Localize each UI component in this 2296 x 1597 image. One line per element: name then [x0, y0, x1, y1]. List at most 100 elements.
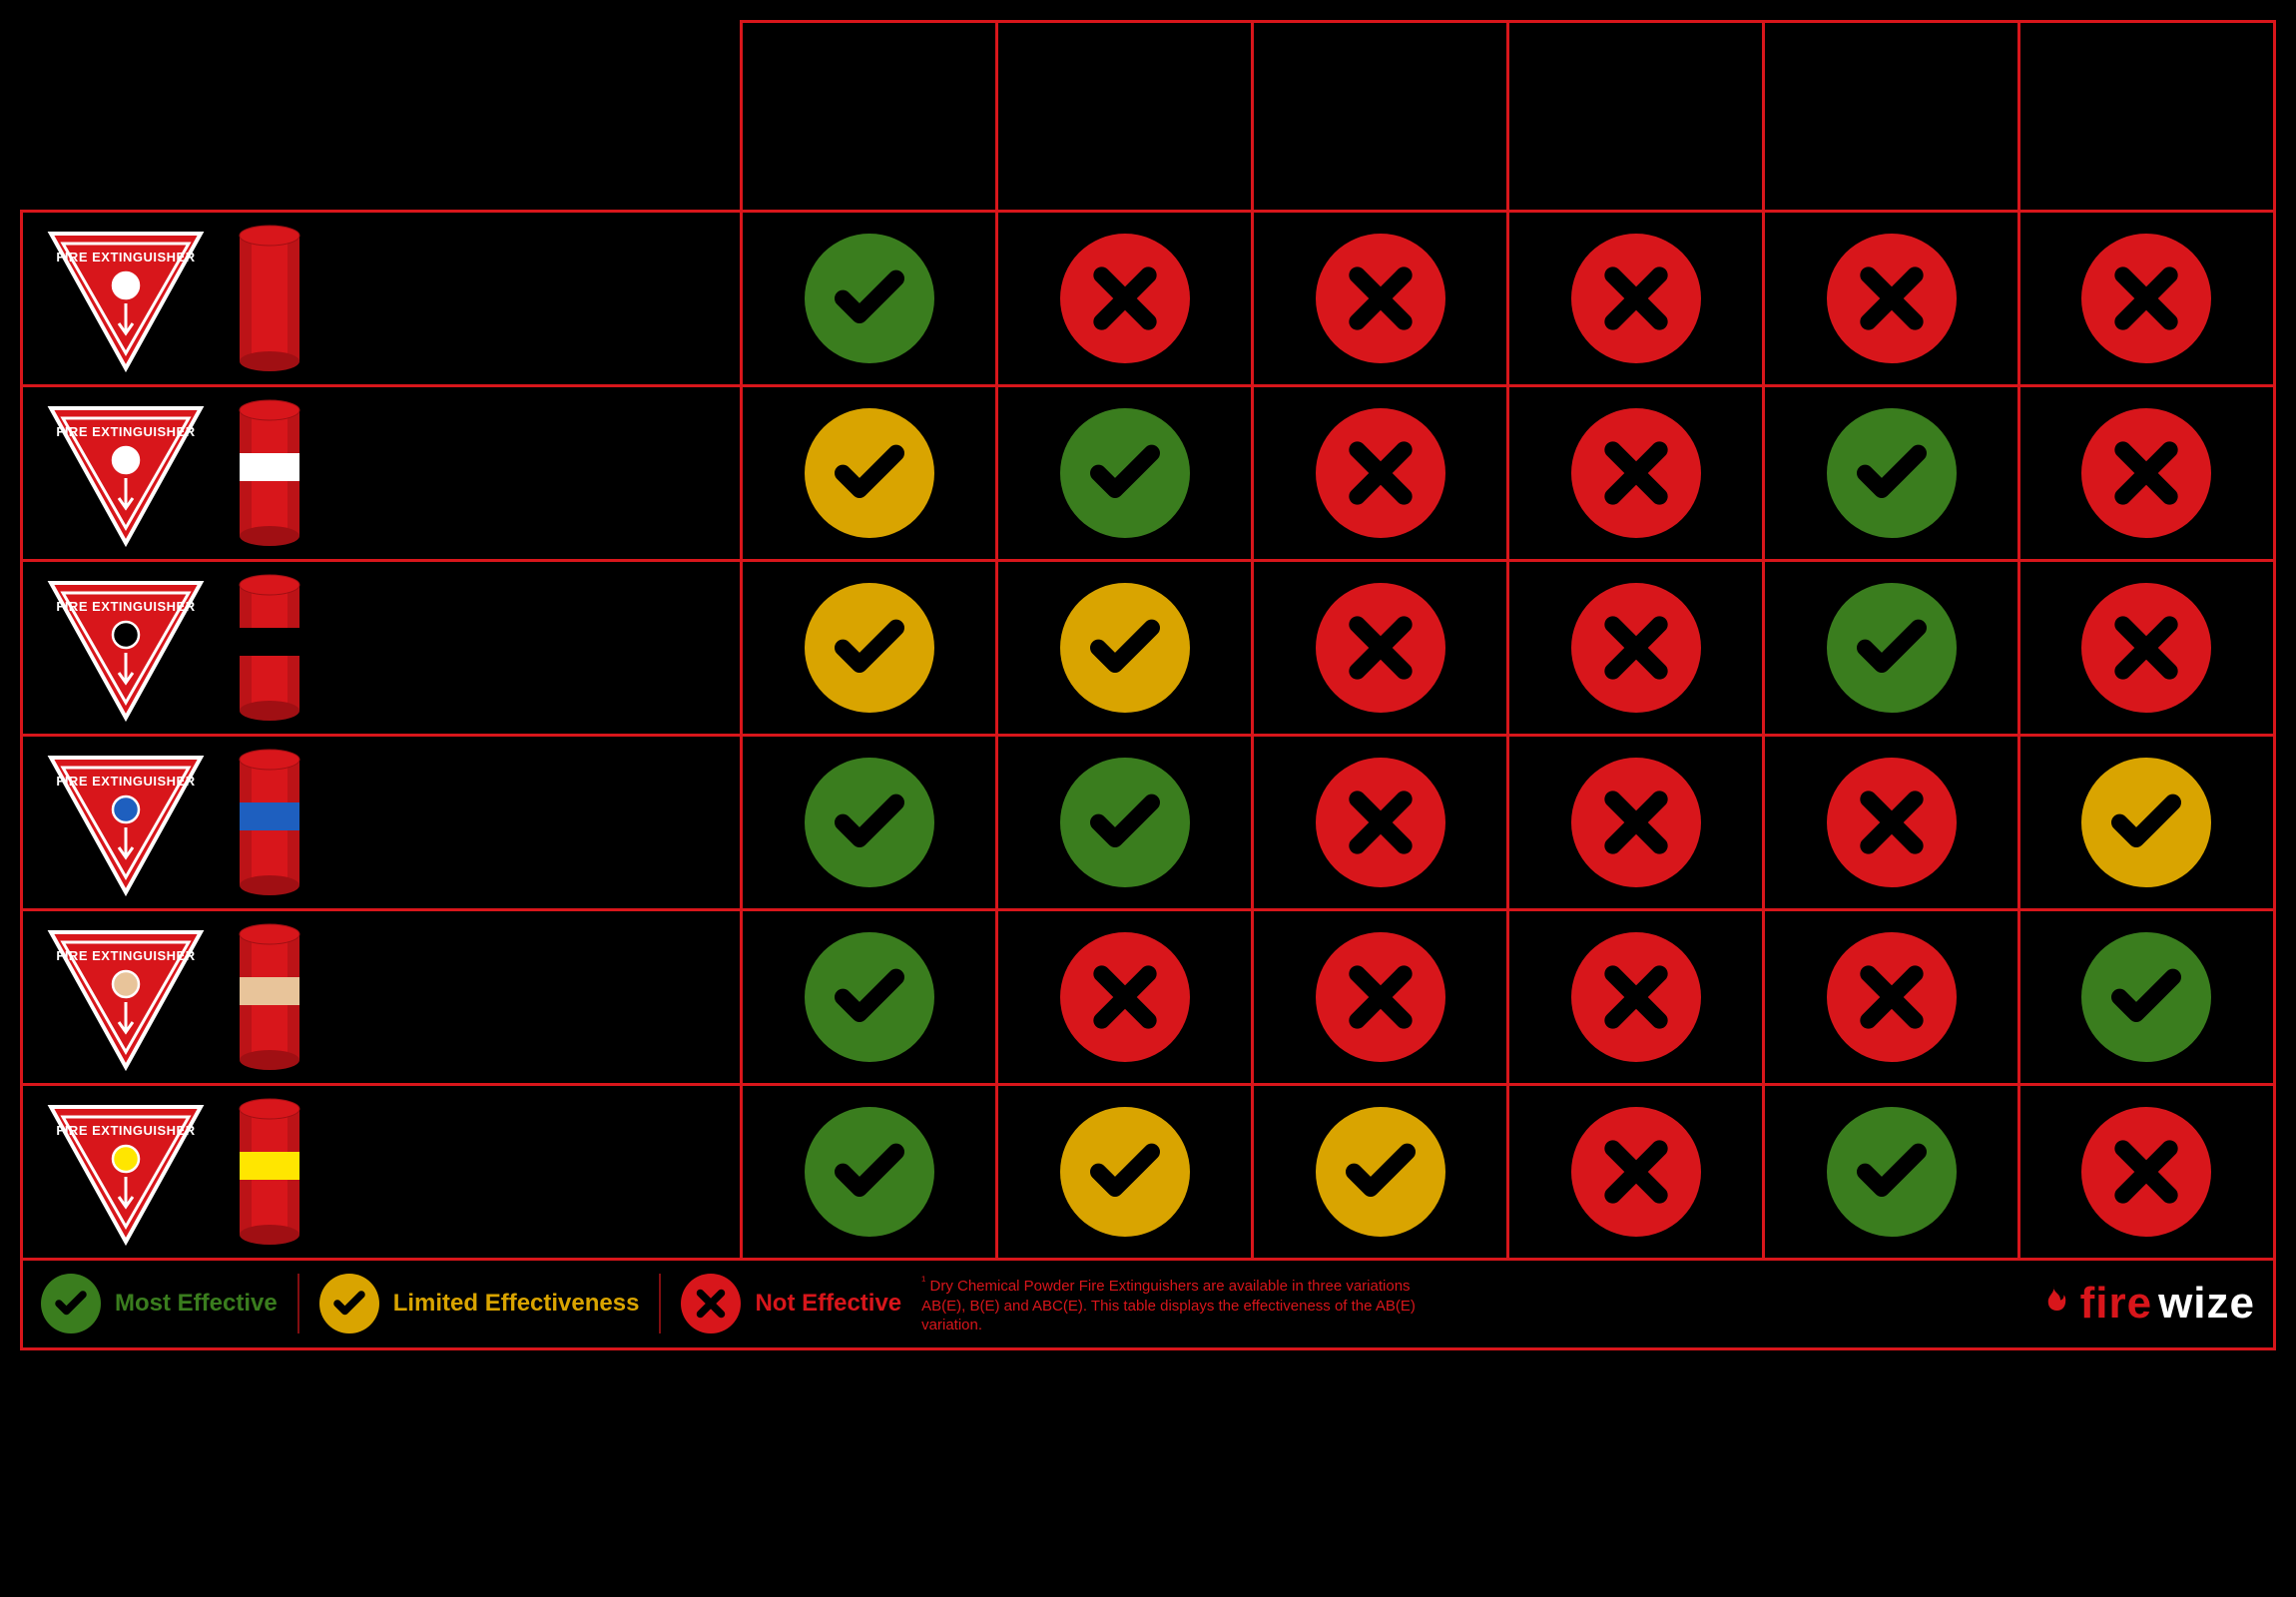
- check-icon: [1060, 408, 1190, 538]
- table-row: FIRE EXTINGUISHER: [22, 386, 2275, 561]
- svg-text:FIRE EXTINGUISHER: FIRE EXTINGUISHER: [56, 948, 195, 963]
- column-header: [997, 22, 1253, 212]
- column-header: [2018, 22, 2274, 212]
- effectiveness-cell: [742, 561, 997, 736]
- cross-icon: [1060, 234, 1190, 363]
- cross-icon: [1316, 932, 1445, 1062]
- effectiveness-cell: [1253, 736, 1508, 910]
- effectiveness-cell: [1508, 561, 1764, 736]
- cross-icon: [2081, 408, 2211, 538]
- column-header: [742, 22, 997, 212]
- effectiveness-cell: [997, 1085, 1253, 1260]
- cross-icon: [1571, 758, 1701, 887]
- check-icon: [805, 932, 934, 1062]
- effectiveness-cell: [1253, 561, 1508, 736]
- cross-icon: [1571, 408, 1701, 538]
- effectiveness-cell: [1764, 736, 2019, 910]
- check-icon: [1060, 1107, 1190, 1237]
- check-icon: [1827, 408, 1957, 538]
- table-row: FIRE EXTINGUISHER: [22, 1085, 2275, 1260]
- cross-icon: [2081, 234, 2211, 363]
- cross-icon: [1316, 408, 1445, 538]
- effectiveness-cell: [2018, 736, 2274, 910]
- extinguisher-sign-icon: FIRE EXTINGUISHER: [41, 748, 211, 897]
- effectiveness-cell: [742, 736, 997, 910]
- effectiveness-cell: [2018, 212, 2274, 386]
- table-row: FIRE EXTINGUISHER: [22, 736, 2275, 910]
- extinguisher-cylinder-icon: [235, 748, 304, 897]
- column-header: [1764, 22, 2019, 212]
- check-icon: [805, 758, 934, 887]
- effectiveness-cell: [2018, 561, 2274, 736]
- footnote-sup: ¹: [921, 1274, 925, 1288]
- svg-text:FIRE EXTINGUISHER: FIRE EXTINGUISHER: [56, 774, 195, 789]
- cross-icon: [1316, 758, 1445, 887]
- divider-icon: [659, 1274, 661, 1333]
- extinguisher-cylinder-icon: [235, 922, 304, 1072]
- column-header: [1253, 22, 1508, 212]
- cross-icon: [1060, 932, 1190, 1062]
- svg-text:FIRE EXTINGUISHER: FIRE EXTINGUISHER: [56, 424, 195, 439]
- cross-icon: [1316, 583, 1445, 713]
- legend-label-most: Most Effective: [115, 1290, 278, 1318]
- brand-logo: firewize: [2032, 1279, 2255, 1329]
- effectiveness-cell: [1764, 910, 2019, 1085]
- effectiveness-cell: [1253, 212, 1508, 386]
- extinguisher-sign-icon: FIRE EXTINGUISHER: [41, 573, 211, 723]
- legend-label-limited: Limited Effectiveness: [393, 1290, 640, 1318]
- effectiveness-cell: [997, 212, 1253, 386]
- effectiveness-cell: [742, 386, 997, 561]
- check-icon: [1827, 583, 1957, 713]
- cross-icon: [1571, 932, 1701, 1062]
- row-label: FIRE EXTINGUISHER: [22, 212, 742, 386]
- effectiveness-cell: [997, 561, 1253, 736]
- check-icon: [41, 1274, 101, 1333]
- flame-icon: [2032, 1283, 2074, 1325]
- row-label: FIRE EXTINGUISHER: [22, 910, 742, 1085]
- check-icon: [805, 408, 934, 538]
- cross-icon: [1571, 1107, 1701, 1237]
- extinguisher-sign-icon: FIRE EXTINGUISHER: [41, 922, 211, 1072]
- effectiveness-cell: [1508, 212, 1764, 386]
- cross-icon: [1827, 758, 1957, 887]
- extinguisher-cylinder-icon: [235, 398, 304, 548]
- row-label: FIRE EXTINGUISHER: [22, 561, 742, 736]
- effectiveness-cell: [1764, 1085, 2019, 1260]
- effectiveness-cell: [997, 910, 1253, 1085]
- cross-icon: [1571, 234, 1701, 363]
- row-label: FIRE EXTINGUISHER: [22, 736, 742, 910]
- check-icon: [2081, 758, 2211, 887]
- extinguisher-cylinder-icon: [235, 573, 304, 723]
- effectiveness-cell: [742, 212, 997, 386]
- effectiveness-cell: [1764, 561, 2019, 736]
- effectiveness-cell: [2018, 1085, 2274, 1260]
- svg-text:FIRE EXTINGUISHER: FIRE EXTINGUISHER: [56, 599, 195, 614]
- check-icon: [1060, 583, 1190, 713]
- cross-icon: [2081, 1107, 2211, 1237]
- check-icon: [2081, 932, 2211, 1062]
- effectiveness-cell: [1508, 1085, 1764, 1260]
- cross-icon: [1827, 932, 1957, 1062]
- extinguisher-sign-icon: FIRE EXTINGUISHER: [41, 224, 211, 373]
- legend-bar: Most Effective Limited Effectiveness Not…: [20, 1261, 2276, 1350]
- brand-part1: fire: [2080, 1279, 2152, 1329]
- svg-text:FIRE EXTINGUISHER: FIRE EXTINGUISHER: [56, 250, 195, 265]
- footnote-text: ¹ Dry Chemical Powder Fire Extinguishers…: [921, 1273, 1440, 1335]
- effectiveness-cell: [1508, 910, 1764, 1085]
- effectiveness-cell: [1508, 736, 1764, 910]
- column-header: [1508, 22, 1764, 212]
- extinguisher-cylinder-icon: [235, 224, 304, 373]
- divider-icon: [297, 1274, 299, 1333]
- row-label: FIRE EXTINGUISHER: [22, 1085, 742, 1260]
- header-row: [22, 22, 2275, 212]
- legend-not-effective: Not Effective: [681, 1274, 901, 1333]
- effectiveness-cell: [1253, 1085, 1508, 1260]
- check-icon: [1827, 1107, 1957, 1237]
- effectiveness-cell: [742, 1085, 997, 1260]
- table-row: FIRE EXTINGUISHER: [22, 212, 2275, 386]
- footnote-body: Dry Chemical Powder Fire Extinguishers a…: [921, 1278, 1416, 1333]
- extinguisher-sign-icon: FIRE EXTINGUISHER: [41, 398, 211, 548]
- extinguisher-sign-icon: FIRE EXTINGUISHER: [41, 1097, 211, 1247]
- cross-icon: [1827, 234, 1957, 363]
- check-icon: [319, 1274, 379, 1333]
